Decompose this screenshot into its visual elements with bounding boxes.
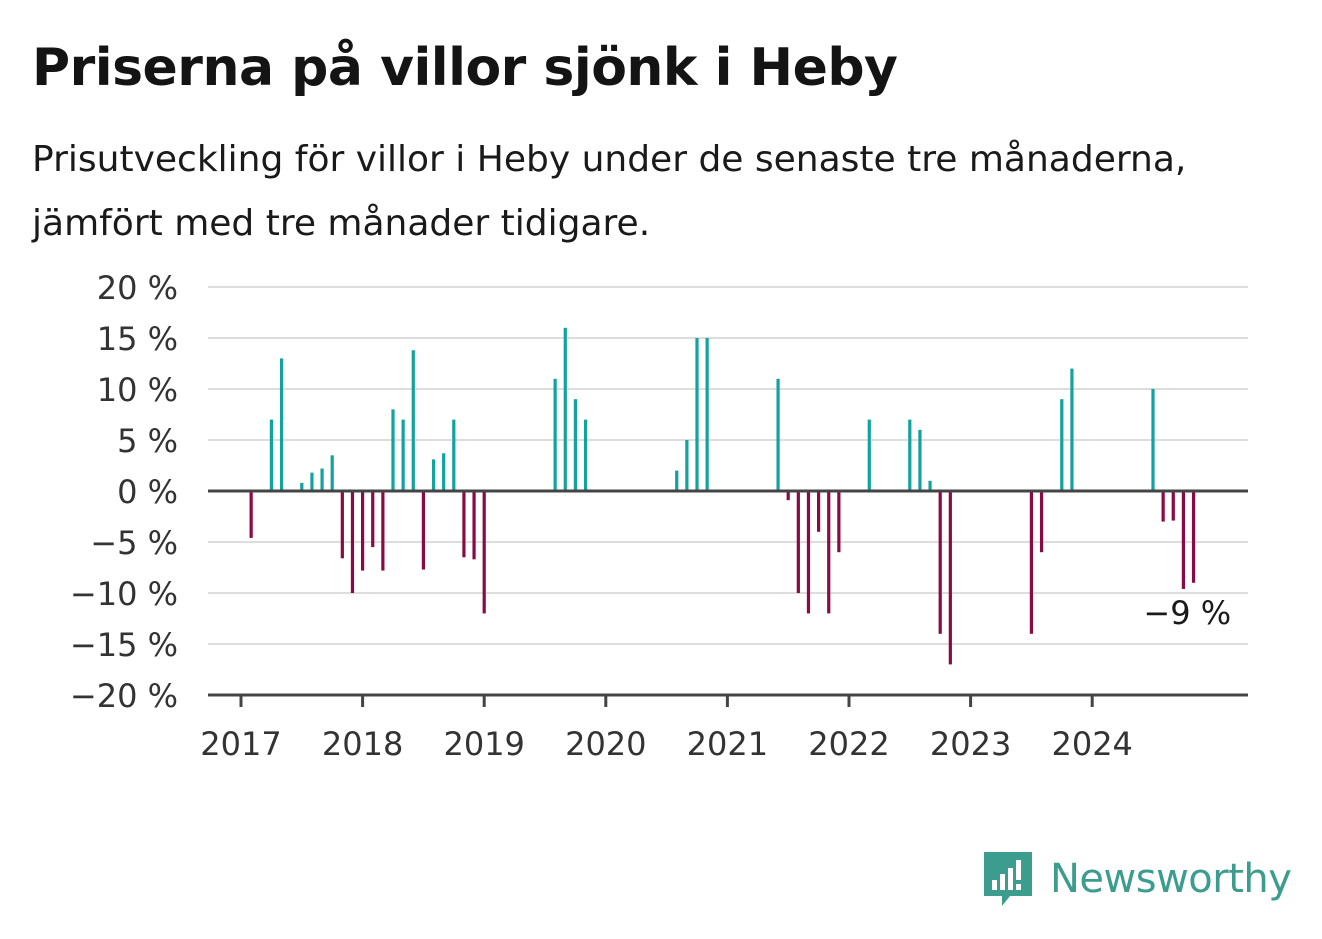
x-tick-label: 2019 bbox=[443, 725, 524, 763]
bar bbox=[1029, 491, 1033, 634]
bar bbox=[1060, 399, 1064, 491]
bar bbox=[817, 491, 821, 532]
bar bbox=[381, 491, 385, 571]
bar bbox=[442, 453, 446, 491]
bar bbox=[472, 491, 476, 560]
bar bbox=[837, 491, 841, 553]
bar bbox=[249, 491, 253, 538]
bar bbox=[1039, 491, 1044, 553]
bar bbox=[573, 399, 577, 491]
bar bbox=[421, 491, 425, 570]
annotations: −9 % bbox=[1143, 594, 1231, 632]
bar bbox=[340, 491, 344, 559]
bar bbox=[391, 409, 395, 491]
bar-chart-speech-bubble-icon bbox=[984, 852, 1032, 906]
y-tick-label: −5 % bbox=[90, 524, 178, 562]
x-tick-label: 2020 bbox=[565, 725, 646, 763]
bar bbox=[1171, 491, 1175, 521]
y-tick-label: 15 % bbox=[97, 320, 178, 358]
bar bbox=[1161, 491, 1165, 522]
bar bbox=[1070, 368, 1074, 491]
bar bbox=[806, 491, 811, 614]
bar bbox=[431, 459, 436, 491]
brand-logo: Newsworthy bbox=[980, 848, 1292, 910]
bar bbox=[553, 378, 557, 491]
bar bbox=[675, 470, 679, 491]
bar bbox=[330, 455, 334, 491]
bar bbox=[563, 327, 567, 491]
bar bbox=[908, 419, 912, 491]
bar bbox=[695, 338, 699, 491]
bar bbox=[401, 419, 405, 491]
y-tick-label: −10 % bbox=[70, 575, 178, 613]
bar bbox=[786, 491, 790, 501]
bar bbox=[705, 338, 709, 491]
y-tick-label: −20 % bbox=[70, 677, 178, 715]
gridlines bbox=[208, 286, 1248, 645]
y-axis-tick-labels: 20 % 15 % 10 % 5 % 0 % −5 % −10 % −15 % −20 % bbox=[70, 269, 178, 715]
bar bbox=[948, 491, 952, 665]
x-tick-label: 2018 bbox=[322, 725, 403, 763]
x-tick-label: 2021 bbox=[687, 725, 768, 763]
x-tick-label: 2023 bbox=[930, 725, 1011, 763]
bar bbox=[371, 491, 375, 548]
bar bbox=[867, 419, 871, 491]
bar bbox=[462, 491, 466, 558]
bar bbox=[1151, 389, 1155, 491]
bar bbox=[350, 491, 355, 593]
bar bbox=[482, 491, 486, 614]
chart-title: Priserna på villor sjönk i Heby bbox=[32, 38, 898, 98]
bars bbox=[249, 327, 1196, 665]
bar bbox=[938, 491, 942, 634]
bar bbox=[776, 378, 780, 491]
x-tick-label: 2024 bbox=[1051, 725, 1132, 763]
y-tick-label: 20 % bbox=[97, 269, 178, 307]
bar bbox=[300, 482, 304, 491]
y-tick-label: 5 % bbox=[117, 422, 178, 460]
bar bbox=[583, 419, 588, 491]
bar bbox=[827, 491, 831, 614]
x-axis-ticks: 2017 2018 2019 2020 2021 2022 2023 2024 bbox=[200, 695, 1133, 763]
brand-name: Newsworthy bbox=[1050, 856, 1292, 902]
x-tick-label: 2017 bbox=[200, 725, 281, 763]
bar bbox=[361, 491, 365, 571]
bar bbox=[411, 350, 415, 491]
bar bbox=[279, 358, 284, 491]
x-tick-label: 2022 bbox=[808, 725, 889, 763]
bar bbox=[320, 468, 324, 491]
chart-subtitle: Prisutveckling för villor i Heby under d… bbox=[32, 139, 1187, 244]
bar bbox=[269, 419, 273, 491]
y-tick-label: 10 % bbox=[97, 371, 178, 409]
bar bbox=[1191, 491, 1196, 583]
bar bbox=[928, 480, 932, 491]
bar bbox=[452, 419, 456, 491]
bar bbox=[1181, 491, 1185, 589]
annotation-label: −9 % bbox=[1143, 594, 1231, 632]
bar bbox=[796, 491, 800, 593]
y-tick-label: 0 % bbox=[117, 473, 178, 511]
bar bbox=[685, 440, 689, 491]
bar bbox=[918, 429, 922, 491]
y-tick-label: −15 % bbox=[70, 626, 178, 664]
bar bbox=[310, 472, 314, 491]
